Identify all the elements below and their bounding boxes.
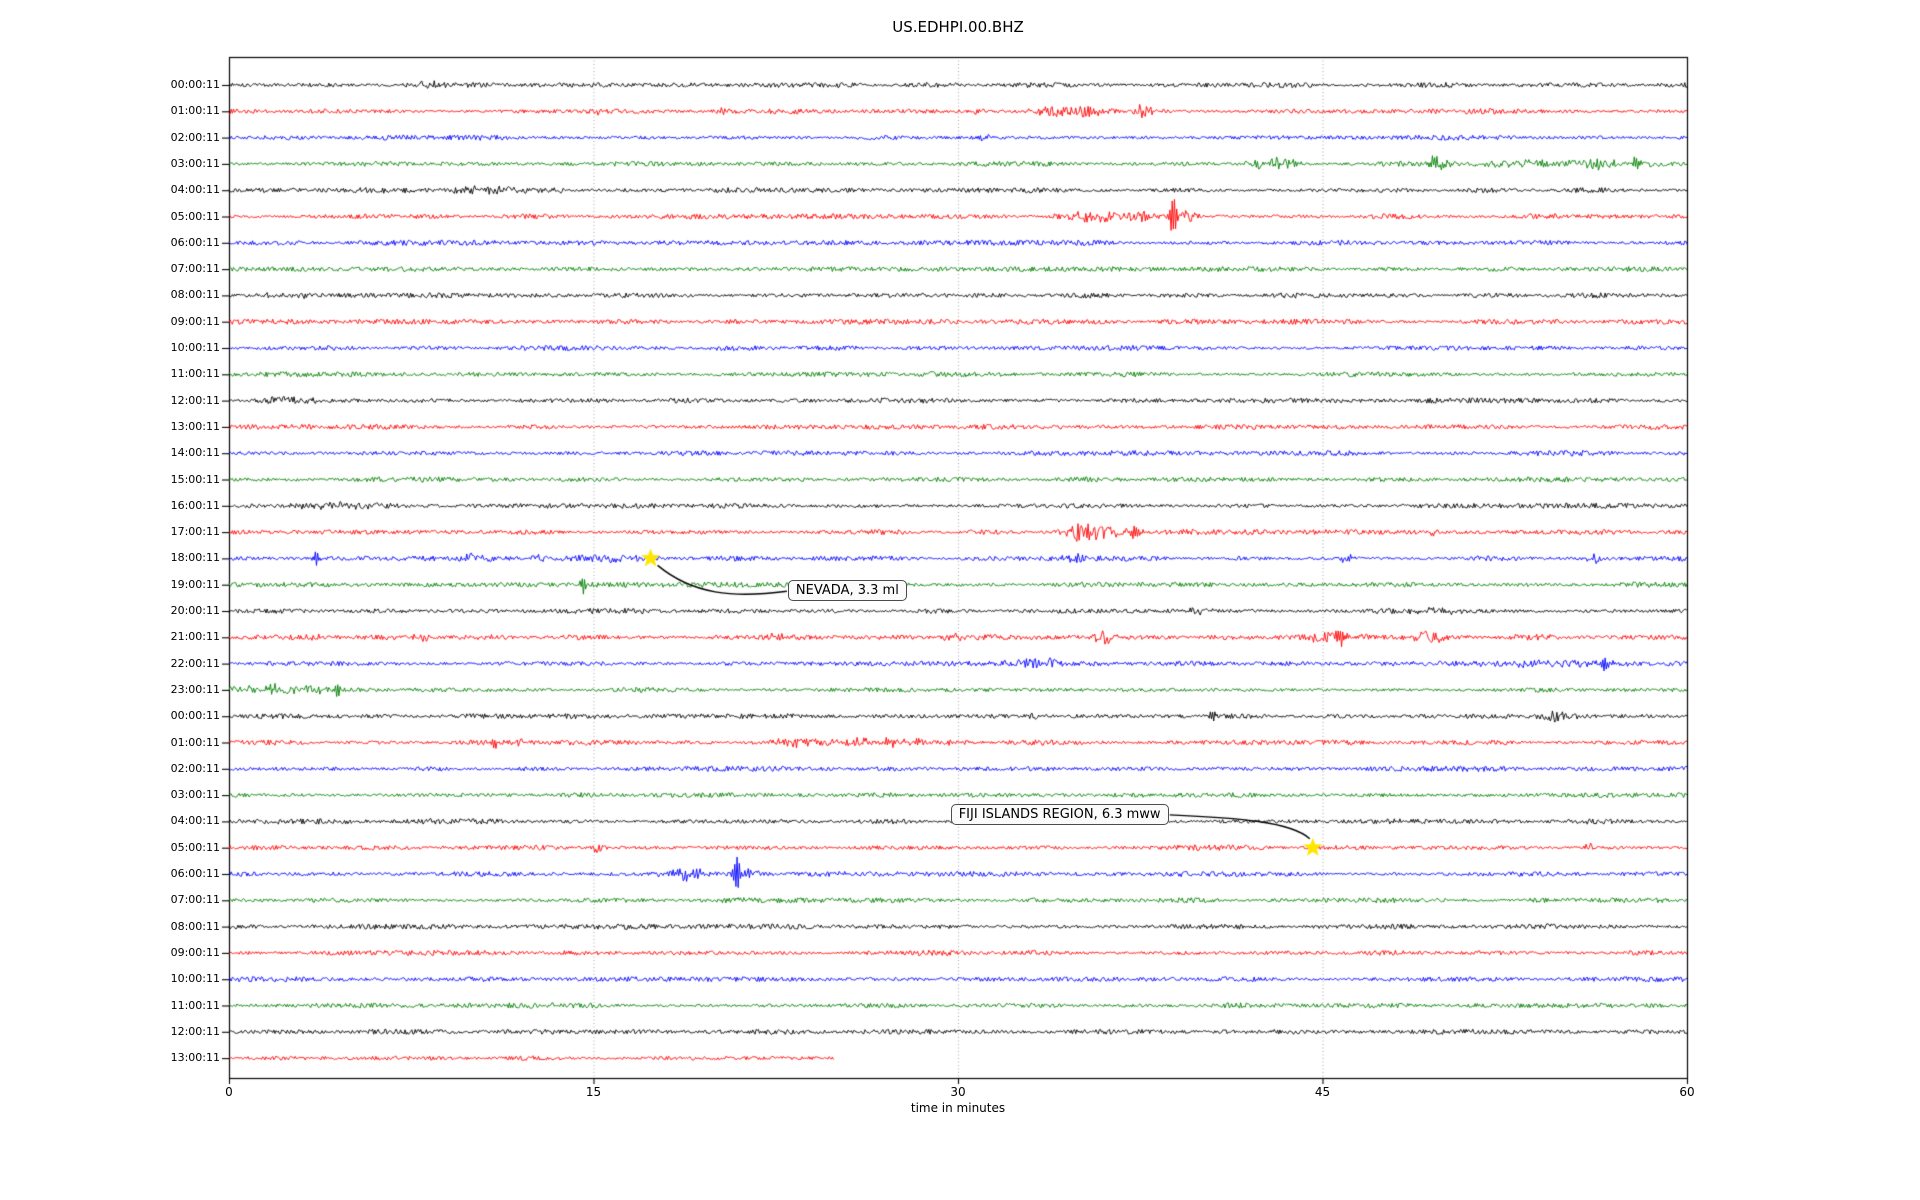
x-tick-label: 0	[225, 1085, 233, 1099]
row-label: 02:00:11	[170, 761, 220, 775]
row-label: 06:00:11	[170, 867, 220, 880]
x-axis-title: time in minutes	[910, 1101, 1006, 1115]
row-label: 07:00:11	[170, 893, 220, 907]
row-label: 14:00:11	[170, 446, 220, 460]
event-annotation-nevada: NEVADA, 3.3 ml	[787, 580, 907, 602]
row-label: 05:00:11	[170, 840, 220, 854]
row-label: 03:00:11	[170, 156, 220, 170]
x-tick-label: 30	[950, 1085, 966, 1099]
row-label: 11:00:11	[170, 998, 220, 1012]
row-label: 20:00:11	[170, 604, 220, 617]
row-label: 05:00:11	[170, 209, 220, 223]
row-label: 04:00:11	[170, 814, 220, 828]
row-label: 01:00:11	[170, 104, 220, 118]
row-label: 04:00:11	[170, 183, 220, 197]
row-label: 10:00:11	[170, 972, 220, 986]
x-tick-label: 45	[1314, 1085, 1331, 1099]
x-tick-label: 60	[1679, 1085, 1695, 1099]
row-label: 12:00:11	[170, 393, 220, 407]
row-label: 23:00:11	[170, 682, 220, 696]
row-label: 18:00:11	[170, 551, 220, 565]
row-label: 17:00:11	[170, 525, 220, 539]
row-label: 01:00:11	[170, 735, 220, 749]
row-label: 15:00:11	[170, 472, 220, 486]
event-annotation-fiji: FIJI ISLANDS REGION, 6.3 mww	[950, 803, 1169, 825]
row-label: 00:00:11	[170, 709, 220, 723]
row-label: 09:00:11	[170, 314, 220, 328]
row-label: 13:00:11	[170, 419, 220, 433]
row-label: 10:00:11	[170, 341, 220, 354]
page-title: US.EDHPI.00.BHZ	[892, 18, 1024, 36]
row-label: 19:00:11	[170, 577, 220, 591]
row-label: 11:00:11	[170, 367, 220, 381]
row-label: 08:00:11	[170, 919, 220, 933]
row-label: 00:00:11	[170, 78, 220, 91]
row-label: 22:00:11	[170, 656, 220, 670]
x-tick-label: 15	[585, 1085, 602, 1099]
row-label: 09:00:11	[170, 945, 220, 959]
row-label: 02:00:11	[170, 130, 220, 144]
row-label: 08:00:11	[170, 288, 220, 302]
row-label: 07:00:11	[170, 262, 220, 276]
row-label: 03:00:11	[170, 788, 220, 802]
row-label: 12:00:11	[170, 1024, 220, 1038]
row-label: 13:00:11	[170, 1051, 220, 1065]
row-label: 16:00:11	[170, 498, 220, 512]
row-label: 06:00:11	[170, 235, 220, 249]
row-label: 21:00:11	[170, 630, 220, 644]
